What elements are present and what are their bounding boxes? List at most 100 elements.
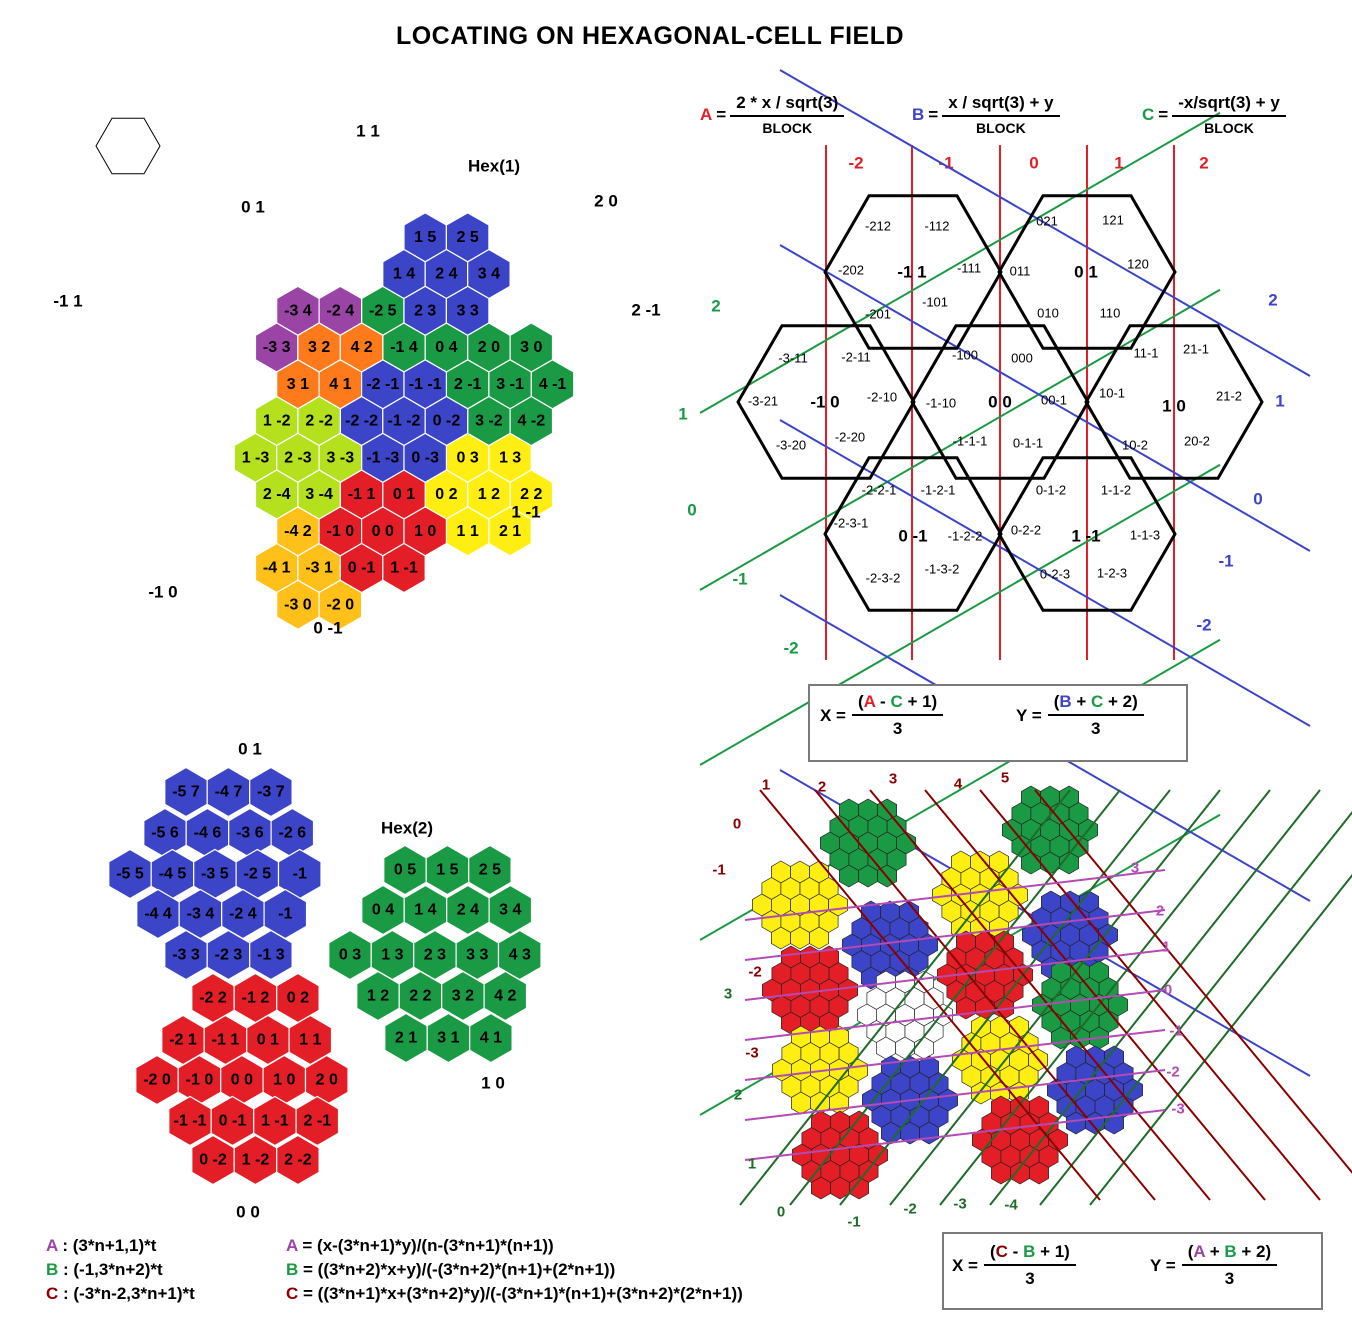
hex2-cell-label: -1 xyxy=(293,866,307,883)
hex1-cell-label: -4 1 xyxy=(263,560,291,577)
legend-vectors: A : (3*n+1,1)*t B : (-1,3*n+2)*t C : (-3… xyxy=(46,1236,195,1308)
hex1-axis-label: -1 0 xyxy=(148,583,177,602)
hex1-cell-label: 3 2 xyxy=(308,339,330,356)
hex2-cell-label: 4 1 xyxy=(480,1030,502,1047)
hex2-cell-label: -5 7 xyxy=(172,784,200,801)
hex2-cell-label: -3 7 xyxy=(257,784,285,801)
hex2-cell xyxy=(469,1012,513,1064)
hex2-cell-label: 2 5 xyxy=(479,862,501,879)
tiling-axis-label: -2 xyxy=(748,964,761,981)
grid-hexagon xyxy=(736,324,916,480)
hex1-cell-label: 1 2 xyxy=(478,486,500,503)
hex1-cell-label: -3 1 xyxy=(305,560,333,577)
formula-b: B = x / sqrt(3) + y BLOCK xyxy=(912,93,1060,136)
tiling-purple-label: -1 xyxy=(1169,1023,1182,1040)
grid-triangle-label: -111 xyxy=(957,261,981,276)
grid-triangle-label: 021 xyxy=(1036,214,1058,229)
blue-axis-line xyxy=(779,69,1311,377)
hex1-cell-label: 2 0 xyxy=(478,339,500,356)
grid-center-label: 0 1 xyxy=(1074,263,1098,282)
grid-hexagon xyxy=(910,324,1090,480)
hex2-cell-label: 2 -2 xyxy=(284,1152,312,1169)
formula-a-letter: A xyxy=(700,104,713,124)
hex2-cell xyxy=(468,844,512,896)
sample-hex-icon xyxy=(95,117,161,175)
hex2-cell-label: 3 2 xyxy=(452,988,474,1005)
tiling-green-line xyxy=(1039,811,1352,1206)
hex2-cell-label: -1 1 xyxy=(212,1032,240,1049)
hex2-cell-label: 0 -2 xyxy=(199,1152,227,1169)
grid-center-label: 0 0 xyxy=(988,393,1012,412)
hex1-cell-label: 2 1 xyxy=(499,523,521,540)
legend-vector-c: C : (-3*n-2,3*n+1)*t xyxy=(46,1284,195,1303)
tiling-axis-label: -3 xyxy=(745,1045,758,1062)
tiling-axis-label: -3 xyxy=(953,1196,966,1213)
tiling-purple-label: -3 xyxy=(1171,1101,1184,1118)
tiling-purple-label: 1 xyxy=(1162,939,1170,956)
hex1-cell-label: 0 -3 xyxy=(411,449,439,466)
hex1-cell-label: 3 -2 xyxy=(475,413,503,430)
hex1-cell-label: 2 -3 xyxy=(284,449,312,466)
hex1-cell-label: 4 -2 xyxy=(518,413,546,430)
grid-hexagon xyxy=(997,194,1177,350)
hex2-cell-label: 2 2 xyxy=(409,988,431,1005)
hex2-cell-label: 2 4 xyxy=(457,902,479,919)
hex2-cell-label: 4 2 xyxy=(494,988,516,1005)
hex1-cell-label: -2 4 xyxy=(327,302,355,319)
grid-center-label: -1 0 xyxy=(810,393,839,412)
grid-triangle-label: -3-21 xyxy=(748,394,778,409)
formula-c-numerator: -x/sqrt(3) + y xyxy=(1172,93,1286,117)
hex1-cell-label: 3 4 xyxy=(478,266,500,283)
hex2-cell-label: 1 2 xyxy=(367,988,389,1005)
blue-axis-label: -1 xyxy=(1218,552,1233,571)
grid-center-label: 1 -1 xyxy=(1071,527,1100,546)
grid-triangle-label: -2-2-1 xyxy=(862,483,897,498)
hex1-cell-label: 1 -3 xyxy=(242,449,270,466)
grid-triangle-label: -212 xyxy=(865,219,891,234)
hex1-cell-label: 3 -4 xyxy=(305,486,333,503)
grid-triangle-label: -2-11 xyxy=(841,350,870,365)
hex2-cell-label: 1 4 xyxy=(414,902,436,919)
tiling-magenta-line xyxy=(744,989,1166,1041)
hex1-cell-label: -4 2 xyxy=(284,523,312,540)
grid-hexagon xyxy=(997,456,1177,612)
grid-center-label: -1 1 xyxy=(897,263,926,282)
hex2-cell-label: -2 0 xyxy=(143,1072,171,1089)
tiling-magenta-line xyxy=(744,909,1166,961)
tiling-cell xyxy=(849,1176,869,1200)
grid-triangle-label: 110 xyxy=(1100,306,1121,321)
grid-triangle-label: 1-2-3 xyxy=(1097,566,1127,581)
hex1-cell-label: 3 0 xyxy=(520,339,542,356)
hex2-cell-label: -2 2 xyxy=(199,990,227,1007)
hex1-cell-label: -2 -1 xyxy=(366,376,399,393)
grid-triangle-label: -101 xyxy=(922,295,948,310)
tiling-axis-label: -4 xyxy=(1004,1197,1018,1214)
legend-vector-a: A : (3*n+1,1)*t xyxy=(46,1236,157,1255)
grid-hexagon xyxy=(1084,324,1264,480)
grid-triangle-label: -1-2-2 xyxy=(948,529,983,544)
hex2-cell-label: 2 3 xyxy=(424,947,446,964)
grid-triangle-label: -100 xyxy=(952,348,978,363)
legend-formula-a: A = (x-(3*n+1)*y)/(n-(3*n+1)*(n+1)) xyxy=(286,1236,554,1255)
hex1-cell-label: -1 -3 xyxy=(366,449,399,466)
hex1-cell-label: 2 -2 xyxy=(305,413,333,430)
hex2-cell xyxy=(488,884,533,936)
hex1-cell-label: -2 0 xyxy=(327,596,355,613)
hex2-name: Hex(2) xyxy=(381,819,433,838)
grid-triangle-label: 1-1-3 xyxy=(1130,528,1160,543)
hex2-cell-label: 3 1 xyxy=(437,1030,459,1047)
hex2-cell-label: -3 6 xyxy=(236,825,264,842)
tiling-cell xyxy=(809,926,829,950)
grid-triangle-label: 20-2 xyxy=(1184,434,1210,449)
formula-a-numerator: 2 * x / sqrt(3) xyxy=(730,93,845,117)
x-label-2: X = xyxy=(952,1255,978,1275)
hex1-cell-label: 4 2 xyxy=(350,339,372,356)
grid-triangle-label: 21-1 xyxy=(1183,342,1209,357)
tiling-green-line xyxy=(989,789,1321,1206)
grid-triangle-label: 0-2-2 xyxy=(1011,523,1041,538)
hex2-cell-label: -4 4 xyxy=(144,906,172,923)
x-label-1: X = xyxy=(820,705,846,725)
hex2-cell-label: 0 5 xyxy=(394,862,416,879)
hex2-cell-label: 2 0 xyxy=(316,1072,338,1089)
grid-triangle-label: 011 xyxy=(1010,264,1031,279)
